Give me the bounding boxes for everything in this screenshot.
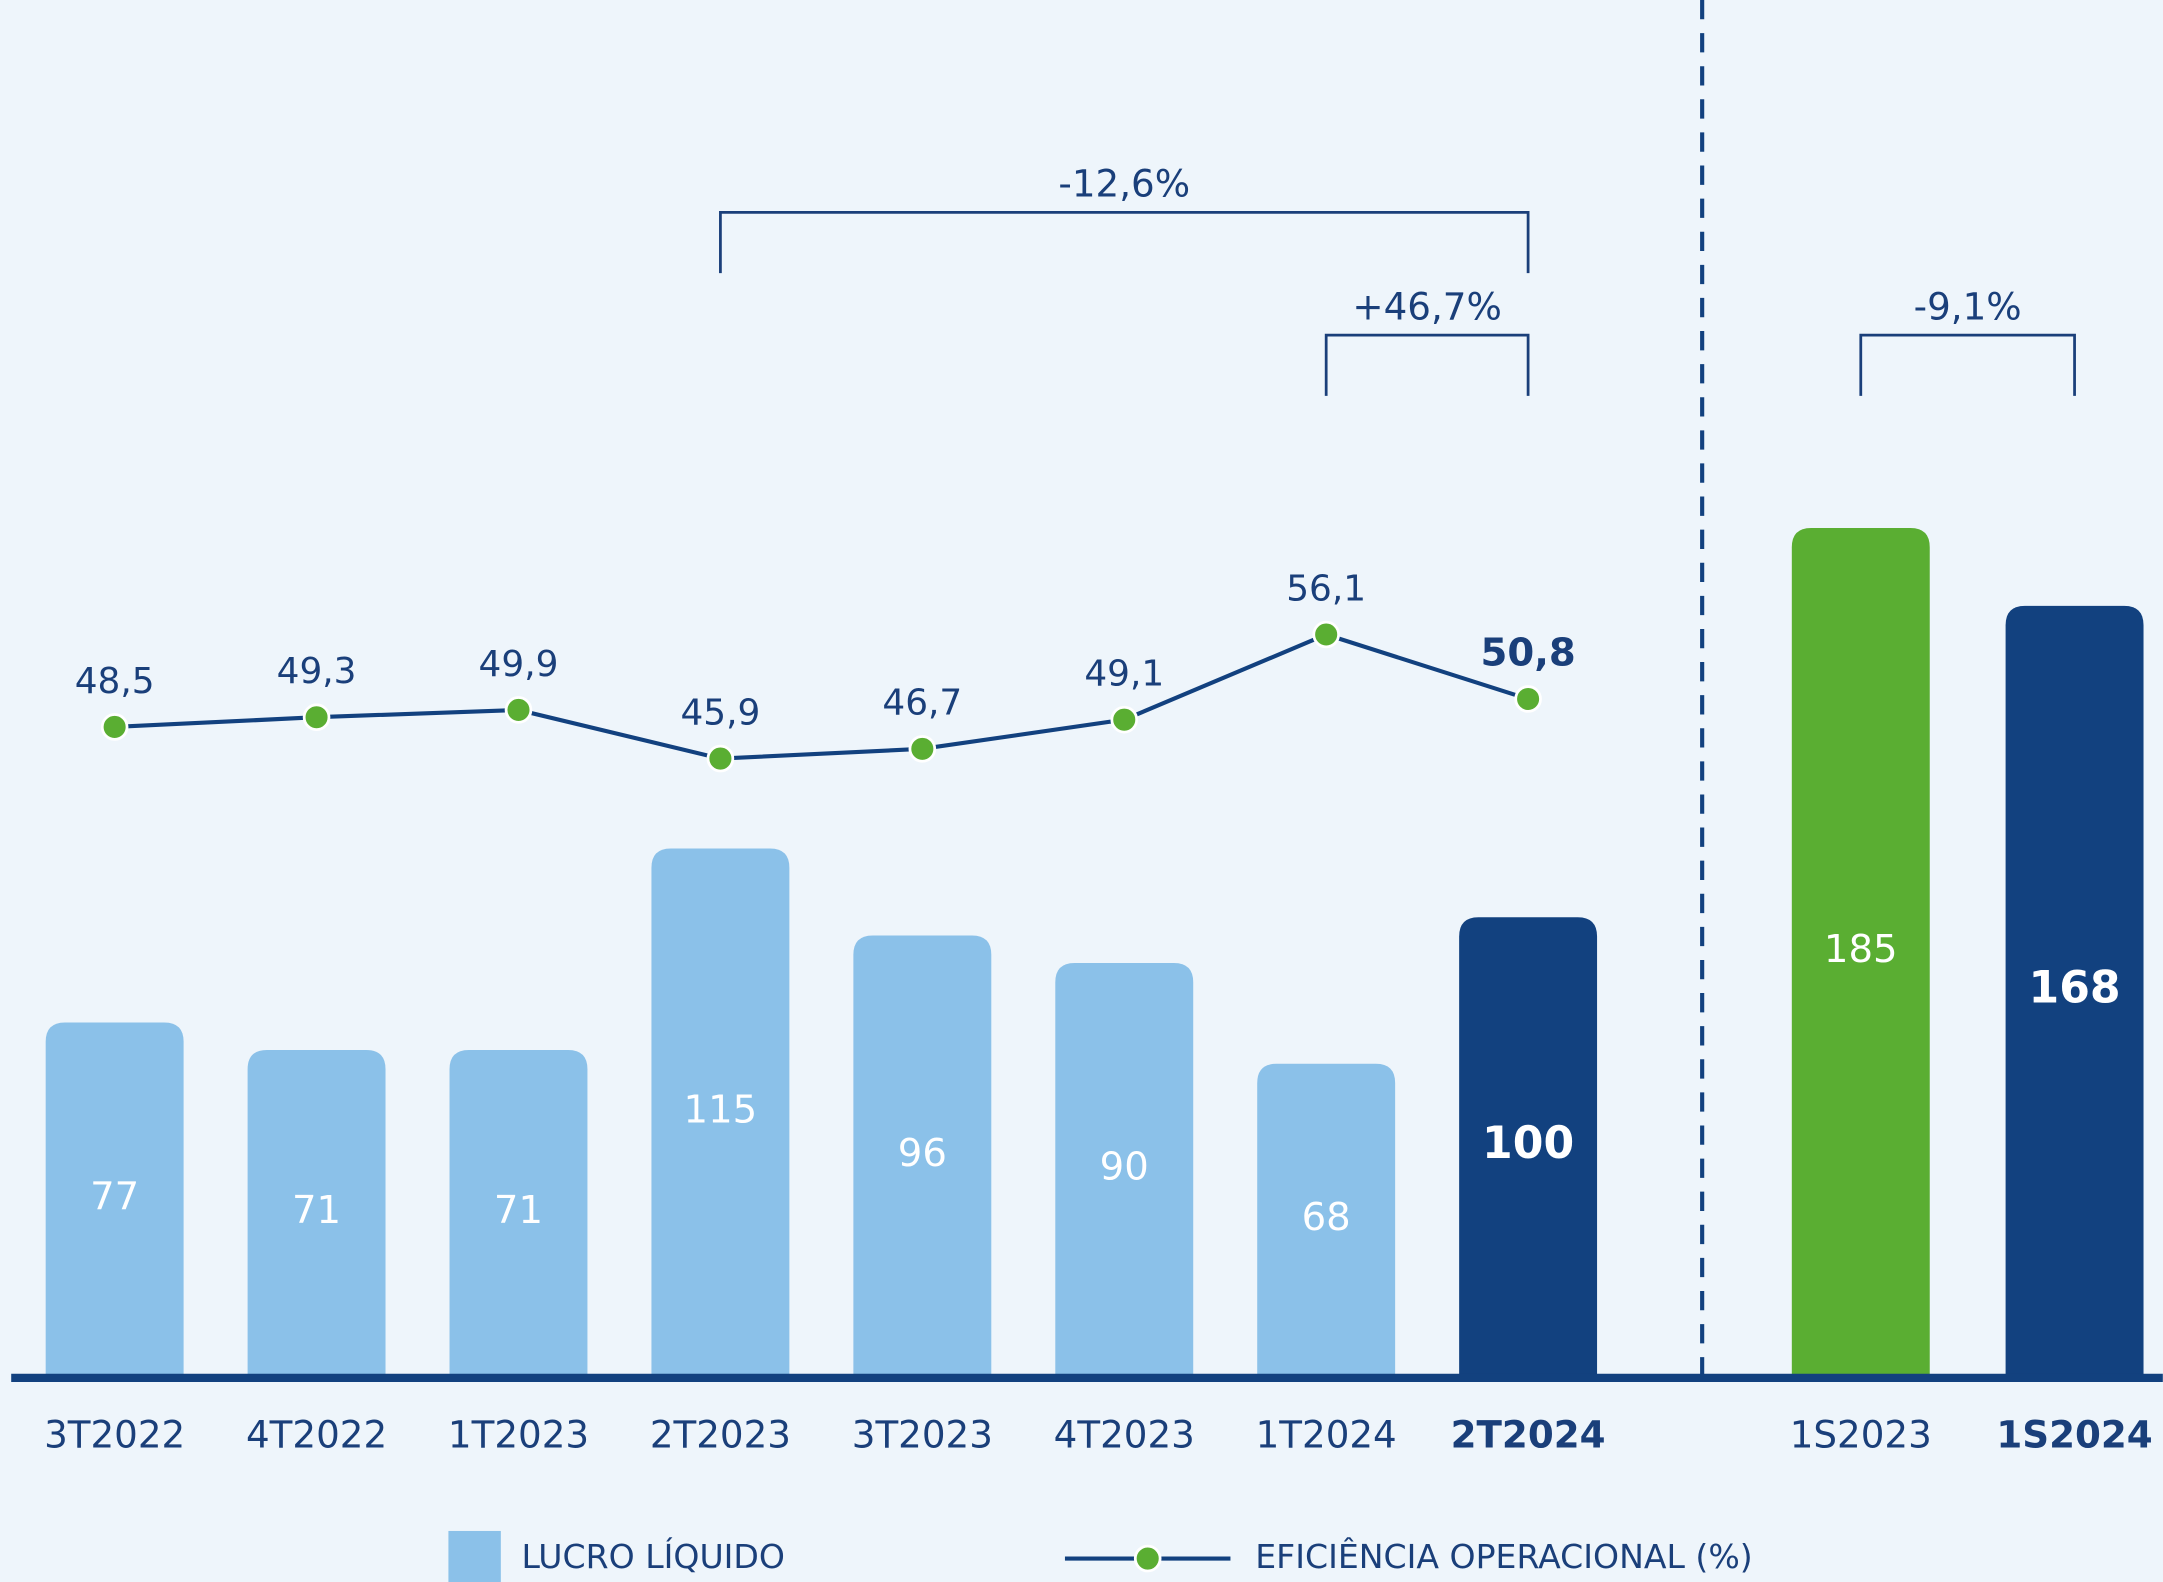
- legend-label: LUCRO LÍQUIDO: [522, 1536, 785, 1576]
- line-value-label: 48,5: [75, 661, 155, 702]
- line-marker: [504, 696, 533, 724]
- bar-value-label: 68: [1302, 1195, 1351, 1240]
- bar-value-label: 71: [494, 1188, 543, 1233]
- x-tick-label: 1S2024: [1996, 1413, 2152, 1457]
- x-tick-label: 1S2023: [1790, 1413, 1932, 1457]
- x-tick-label: 3T2022: [44, 1413, 185, 1457]
- bar: [449, 1049, 588, 1376]
- line-value-label: 49,3: [277, 651, 357, 692]
- line-value-label: 49,9: [479, 644, 559, 685]
- legend-marker: [1133, 1544, 1162, 1573]
- bar: [1459, 917, 1598, 1376]
- line-marker: [706, 744, 735, 773]
- legend-label: EFICIÊNCIA OPERACIONAL (%): [1255, 1536, 1752, 1576]
- bar: [2005, 605, 2144, 1376]
- bar: [1257, 1063, 1396, 1376]
- line-marker: [908, 735, 937, 763]
- x-tick-label: 4T2022: [246, 1413, 387, 1457]
- legend-swatch: [448, 1530, 501, 1582]
- annotation: -12,6%: [1058, 162, 1190, 206]
- bar-value-label: 90: [1100, 1145, 1149, 1190]
- bar-value-label: 115: [684, 1087, 758, 1132]
- line-marker: [1110, 705, 1139, 734]
- bar: [45, 1022, 184, 1376]
- bar: [1791, 527, 1930, 1376]
- line-value-label: 50,8: [1480, 630, 1575, 675]
- annotation: +46,7%: [1352, 284, 1501, 328]
- line-value-label: 46,7: [882, 683, 962, 724]
- bar-value-label: 185: [1824, 927, 1898, 972]
- bar-value-label: 168: [2029, 962, 2121, 1013]
- line: [114, 632, 1529, 761]
- bar-value-label: 100: [1482, 1118, 1574, 1169]
- x-tick-label: 4T2023: [1054, 1413, 1195, 1457]
- bar: [651, 848, 790, 1376]
- line-marker: [1514, 685, 1542, 713]
- x-tick-label: 3T2023: [852, 1413, 993, 1457]
- x-tick-label: 2T2023: [650, 1413, 791, 1457]
- line-marker: [100, 713, 129, 741]
- bar: [853, 935, 992, 1376]
- bar: [247, 1049, 386, 1376]
- x-tick-label: 1T2024: [1256, 1413, 1397, 1457]
- bar-value-label: 71: [292, 1188, 341, 1233]
- bracket: [719, 211, 1530, 274]
- line-marker: [1312, 620, 1340, 649]
- line-value-label: 45,9: [680, 692, 760, 733]
- bar-value-label: 77: [90, 1174, 139, 1219]
- x-tick-label: 2T2024: [1451, 1413, 1606, 1457]
- annotation: -9,1%: [1914, 284, 2022, 328]
- line-value-label: 56,1: [1286, 568, 1366, 609]
- x-tick-label: 1T2023: [448, 1413, 589, 1457]
- bar: [1055, 962, 1194, 1376]
- bar-value-label: 96: [898, 1131, 947, 1176]
- bracket: [1324, 333, 1530, 396]
- bracket: [1859, 333, 2076, 396]
- line-marker: [302, 703, 331, 732]
- line-value-label: 49,1: [1084, 654, 1164, 695]
